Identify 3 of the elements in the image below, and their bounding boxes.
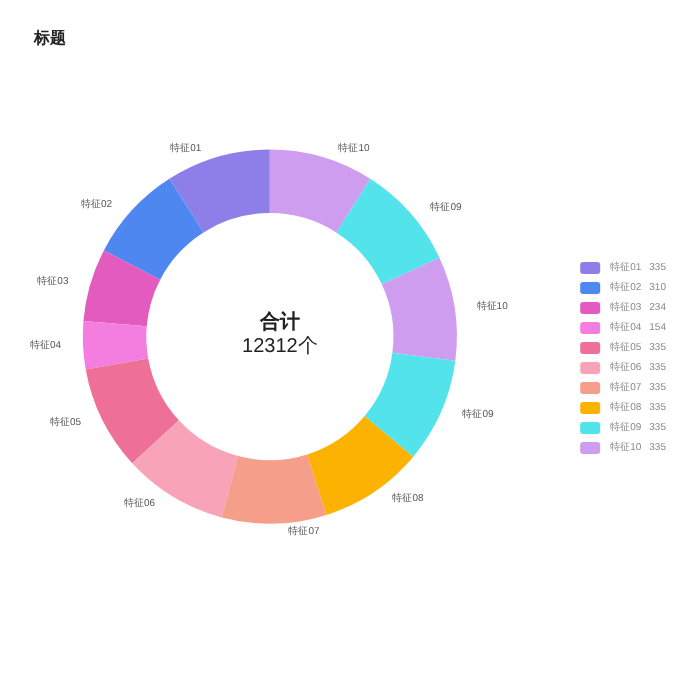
text: 合计 [257,310,300,335]
chart-title: 标题 [32,29,66,47]
text: 12312个 [242,334,318,359]
